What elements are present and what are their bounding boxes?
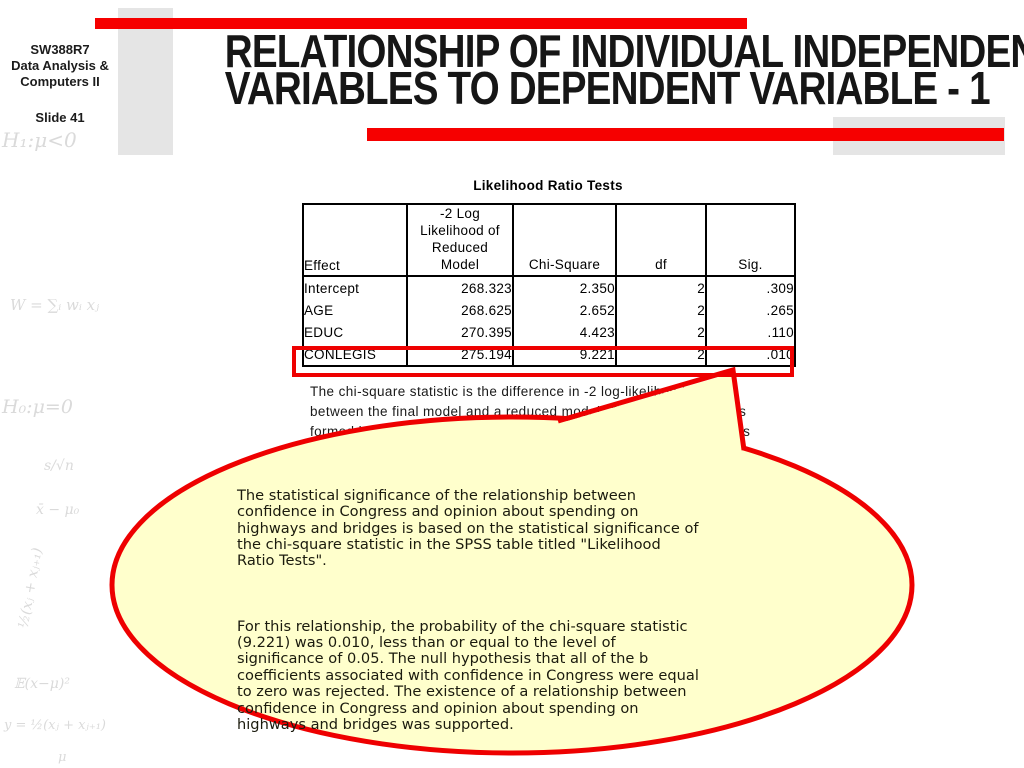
- cell-effect: AGE: [304, 302, 334, 318]
- cell-effect: EDUC: [304, 324, 344, 340]
- watermark-formula: y = ½(xⱼ + xⱼ₊₁): [4, 718, 107, 733]
- column-header-sig: Sig.: [705, 204, 795, 277]
- cell-effect: CONLEGIS: [304, 346, 377, 362]
- column-header-log-likelihood: -2 Log Likelihood of Reduced Model: [406, 204, 513, 277]
- cell-sig: .110: [705, 321, 795, 343]
- watermark-formula: ½(xⱼ + xⱼ₊₁): [15, 546, 46, 630]
- callout-paragraph-2: For this relationship, the probability o…: [237, 617, 699, 734]
- cell-chi-square: 2.652: [512, 299, 616, 321]
- cell-df: 2: [615, 321, 706, 343]
- watermark-formula: H₁:μ<0: [2, 128, 77, 152]
- cell-sig: .265: [705, 299, 795, 321]
- cell-chi-square: 2.350: [512, 276, 616, 299]
- gray-vertical-bar: [118, 8, 173, 155]
- table-footnote: The chi-square statistic is the differen…: [310, 384, 751, 440]
- watermark-formula: μ: [58, 750, 67, 765]
- column-header-df: df: [615, 204, 706, 277]
- column-header-chi-square: Chi-Square: [512, 204, 616, 277]
- table-row: Intercept 268.323 2.350 2 .309: [303, 276, 795, 299]
- callout-paragraph-1: The statistical significance of the rela…: [237, 486, 699, 570]
- spss-table-title: Likelihood Ratio Tests: [473, 178, 623, 193]
- cell-likelihood: 268.323: [406, 276, 513, 299]
- course-label: SW388R7 Data Analysis & Computers II: [11, 42, 109, 89]
- likelihood-ratio-tests-table: Effect -2 Log Likelihood of Reduced Mode…: [302, 203, 796, 367]
- table-row: AGE 268.625 2.652 2 .265: [303, 299, 795, 321]
- cell-df: 2: [615, 299, 706, 321]
- slide-title: RELATIONSHIP OF INDIVIDUAL INDEPENDENT V…: [224, 25, 1024, 114]
- callout-text: The statistical significance of the rela…: [237, 455, 797, 750]
- cell-likelihood: 270.395: [406, 321, 513, 343]
- cell-effect: Intercept: [304, 280, 360, 296]
- cell-chi-square: 4.423: [512, 321, 616, 343]
- watermark-formula: x̄ − μ₀: [36, 502, 80, 518]
- cell-likelihood: 268.625: [406, 299, 513, 321]
- watermark-formula: 𝔼(x−μ)²: [14, 676, 70, 692]
- top-red-accent-bar: [95, 18, 747, 29]
- slide-number: Slide 41: [35, 110, 85, 125]
- cell-df: 2: [615, 276, 706, 299]
- column-header-effect: Effect: [303, 204, 407, 277]
- conlegis-highlight-box: [292, 346, 794, 377]
- table-row: EDUC 270.395 4.423 2 .110: [303, 321, 795, 343]
- table-header-row: Effect -2 Log Likelihood of Reduced Mode…: [303, 204, 795, 277]
- cell-sig: .309: [705, 276, 795, 299]
- title-underline-red-bar: [367, 128, 1004, 141]
- watermark-formula: s/√n: [44, 458, 74, 474]
- watermark-formula: W = ∑ᵢ wᵢ xⱼ: [10, 296, 100, 314]
- watermark-formula: H₀:μ=0: [2, 396, 73, 418]
